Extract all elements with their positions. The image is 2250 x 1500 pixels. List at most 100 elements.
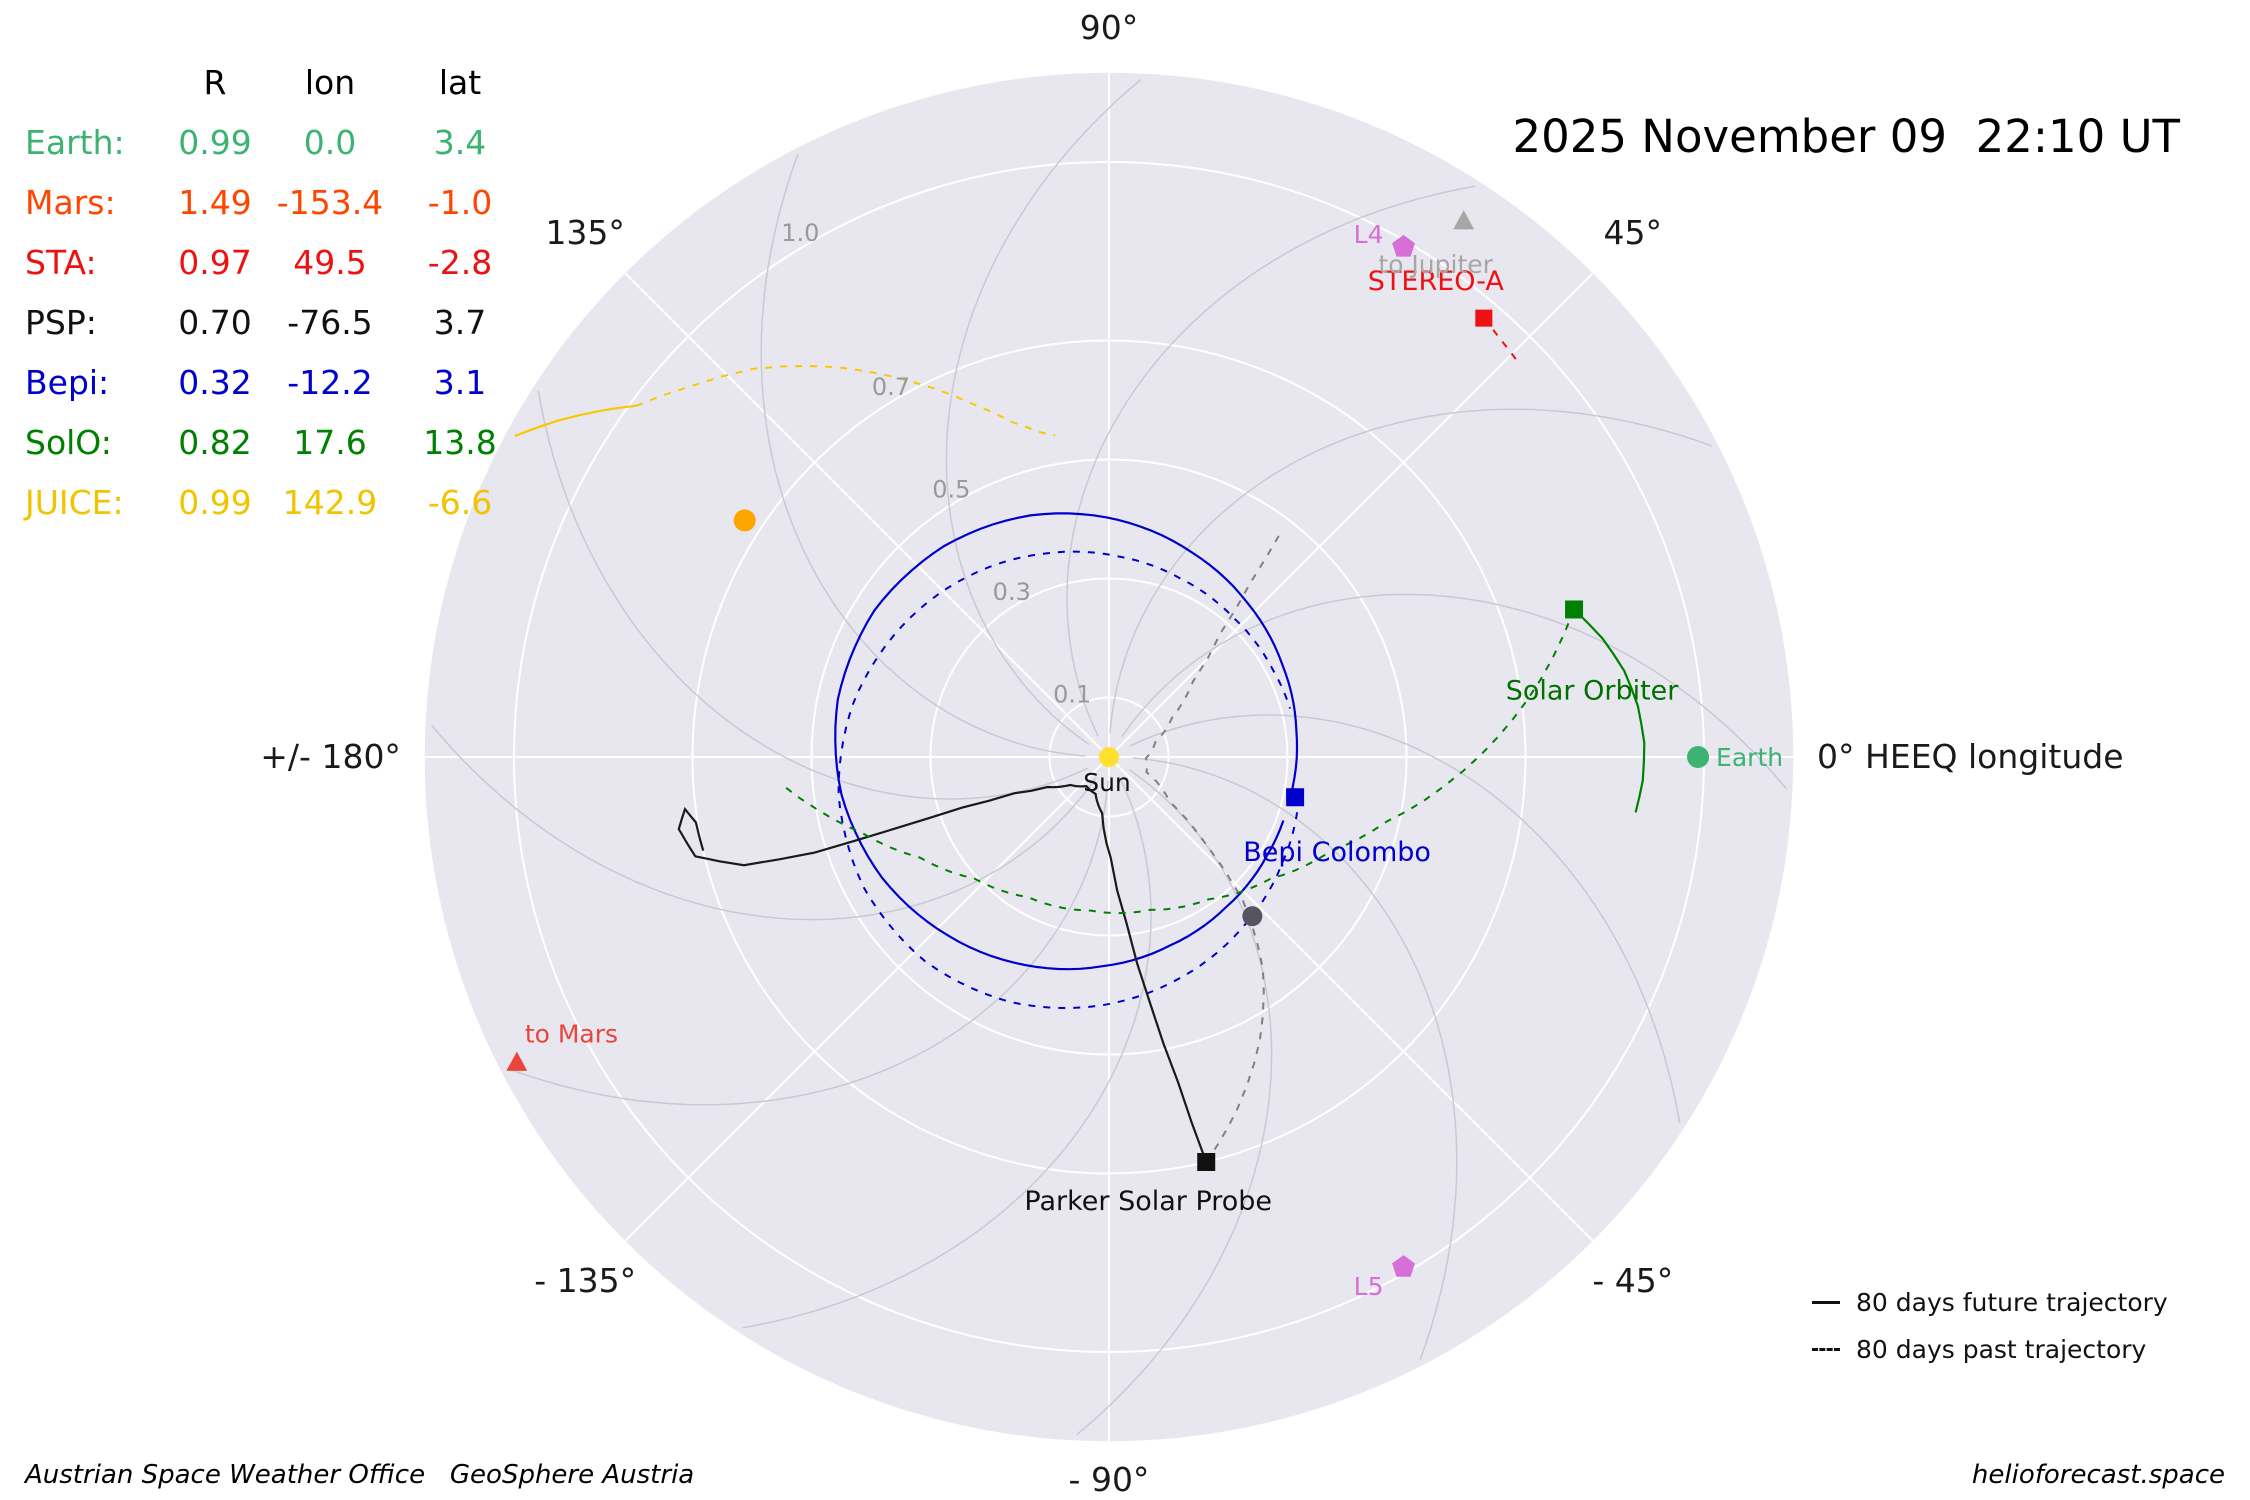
ephemeris-body-name: SolO: (25, 422, 112, 462)
l5-marker (1392, 1255, 1415, 1277)
juice-future-trajectory (514, 404, 637, 437)
stereo-a-label: STEREO-A (1368, 266, 1505, 297)
earth-marker (1687, 746, 1710, 768)
ephemeris-R: 0.32 (178, 362, 252, 402)
parker-spiral-line (506, 780, 1109, 1106)
ephemeris-R: 0.97 (178, 242, 252, 282)
grid-circle (1048, 696, 1170, 818)
ephemeris-lon: 49.5 (293, 242, 367, 282)
ephemeris-lat: -6.6 (427, 482, 493, 522)
radial-tick-label: 0.1 (1053, 680, 1091, 708)
angle-label: - 135° (534, 1261, 636, 1300)
ephemeris-lat: -1.0 (427, 182, 493, 222)
l4-marker (1392, 234, 1415, 257)
bepi-marker (1286, 788, 1305, 807)
parker-spiral-line (945, 78, 1142, 745)
psp-marker (1197, 1152, 1216, 1171)
ephemeris-lat: 13.8 (423, 422, 497, 462)
parker-spiral-line (1066, 185, 1476, 737)
ephemeris-lat: 3.7 (433, 302, 487, 342)
angle-label: 90° (1080, 8, 1139, 47)
juice-past-trajectory (635, 364, 1056, 437)
grid-circle (810, 458, 1408, 1056)
ephemeris-lat: -2.8 (427, 242, 493, 282)
solid-line-swatch (1812, 1301, 1840, 1304)
grid-spoke (1108, 756, 1594, 1242)
dashed-line-swatch (1812, 1348, 1840, 1351)
sun-marker (1099, 747, 1119, 767)
ephemeris-body-name: JUICE: (25, 482, 124, 522)
solar-orbiter-marker (1565, 600, 1584, 619)
legend-label: 80 days past trajectory (1856, 1335, 2147, 1364)
ephemeris-body-name: STA: (25, 242, 97, 282)
stereo-a-marker (1475, 309, 1493, 327)
angle-label: 0° HEEQ longitude (1817, 737, 2123, 776)
to-mars-label: to Mars (525, 1020, 618, 1049)
venus-marker (733, 509, 756, 532)
l5-label: L5 (1354, 1272, 1384, 1301)
parker-spiral-line (430, 724, 1097, 921)
radial-tick-label: 0.7 (872, 373, 910, 401)
ephemeris-lon: -153.4 (276, 182, 384, 222)
parker-spiral-line (1129, 714, 1681, 1124)
radial-tick-label: 0.3 (993, 578, 1031, 606)
solar-orbiter-past-trajectory (782, 609, 1576, 915)
ephemeris-body-name: Earth: (25, 122, 125, 162)
parker-spiral-line (1121, 593, 1788, 790)
ephemeris-lon: 17.6 (293, 422, 367, 462)
radial-tick-label: 0.5 (932, 475, 970, 503)
legend-item: 80 days past trajectory (1812, 1335, 2146, 1364)
grid-spoke (624, 756, 1110, 1242)
parker-spiral-line (742, 777, 1152, 1329)
sun-label: Sun (1083, 768, 1131, 797)
ephemeris-body-name: Mars: (25, 182, 116, 222)
ephemeris-header: lat (438, 62, 482, 102)
solar-orbiter-future-trajectory (1573, 608, 1646, 813)
earth-label: Earth (1716, 743, 1783, 772)
angle-label: - 90° (1069, 1460, 1150, 1499)
l4-label: L4 (1354, 220, 1384, 249)
ephemeris-R: 0.99 (178, 122, 252, 162)
psp-label: Parker Solar Probe (1024, 1186, 1272, 1217)
ephemeris-R: 0.99 (178, 482, 252, 522)
parker-spiral-line (1109, 408, 1712, 734)
bepi-future-trajectory (834, 512, 1299, 971)
ephemeris-header: lon (304, 62, 356, 102)
mercury-marker (1242, 906, 1263, 927)
parker-spiral-line (537, 390, 1089, 800)
bepi-label: Bepi Colombo (1243, 837, 1431, 868)
timestamp-title: 2025 November 09 22:10 UT (1512, 110, 2180, 163)
parker-spiral-line (760, 154, 1086, 757)
solar-orbiter-label: Solar Orbiter (1506, 675, 1680, 706)
ephemeris-lon: 142.9 (282, 482, 378, 522)
to-jupiter-label: to Jupiter (1378, 250, 1493, 279)
to-mars-marker (506, 1051, 528, 1071)
ephemeris-lon: 0.0 (303, 122, 357, 162)
parker-spiral-line (1076, 769, 1273, 1436)
parker-spiral-line (1132, 757, 1458, 1360)
angle-label: 135° (545, 213, 625, 252)
ephemeris-lon: -76.5 (287, 302, 373, 342)
radial-tick-label: 1.0 (781, 219, 819, 247)
ephemeris-R: 0.70 (178, 302, 252, 342)
angle-label: +/- 180° (260, 737, 401, 776)
bepi-past-trajectory (837, 550, 1300, 1010)
grid-spoke (624, 272, 1110, 758)
angle-label: - 45° (1592, 1261, 1673, 1300)
ephemeris-header: R (203, 62, 227, 102)
grid-circle (929, 577, 1289, 937)
ephemeris-body-name: Bepi: (25, 362, 110, 402)
credit-right: helioforecast.space (1971, 1460, 2225, 1490)
trajectory-legend: 80 days future trajectory 80 days past tr… (1812, 1288, 2168, 1364)
credit-left: Austrian Space Weather Office GeoSphere … (25, 1460, 695, 1490)
grid-circle (691, 339, 1527, 1175)
ephemeris-lon: -12.2 (287, 362, 373, 402)
legend-item: 80 days future trajectory (1812, 1288, 2168, 1317)
angle-label: 45° (1604, 213, 1663, 252)
ephemeris-R: 0.82 (178, 422, 252, 462)
ephemeris-body-name: PSP: (25, 302, 97, 342)
to-jupiter-marker (1453, 210, 1475, 230)
